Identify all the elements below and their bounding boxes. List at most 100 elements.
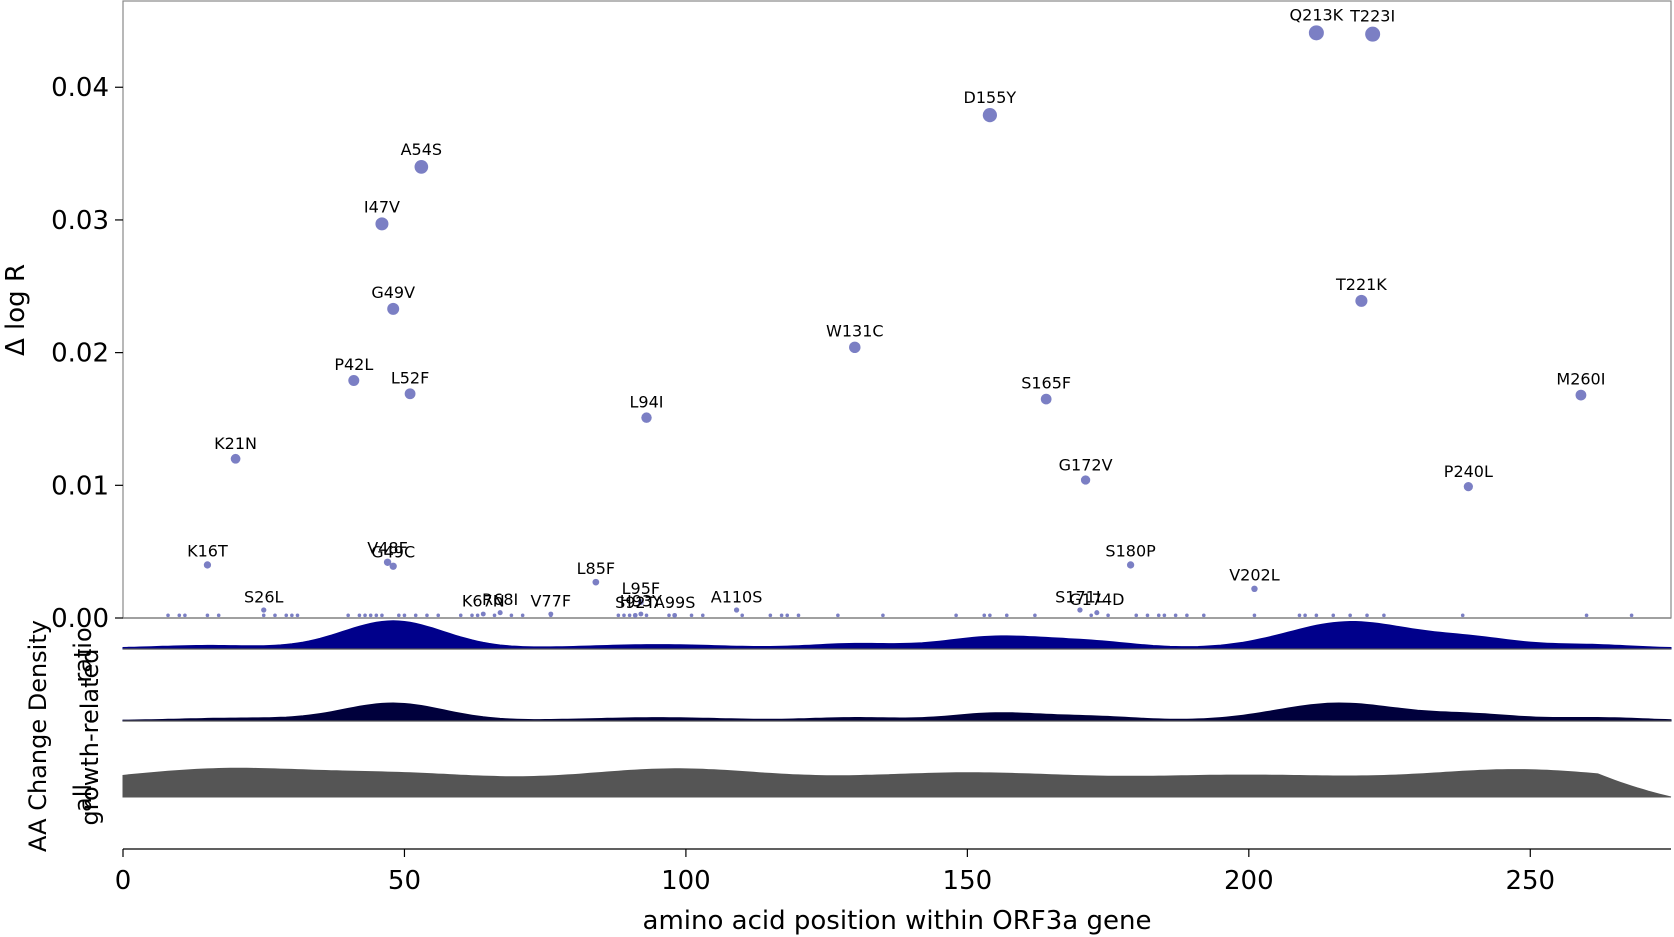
point-label: Q213K	[1290, 5, 1344, 24]
point-label: K67N	[462, 592, 505, 611]
point-label: S165F	[1021, 374, 1071, 393]
scatter-point	[1365, 26, 1381, 42]
baseline-point	[1348, 613, 1352, 618]
baseline-point	[1162, 613, 1167, 618]
scatter-point	[1308, 25, 1324, 41]
baseline-point	[183, 613, 187, 618]
scatter-point	[733, 607, 740, 613]
point-label: T221K	[1335, 275, 1387, 294]
scatter-frame	[122, 0, 1672, 619]
point-label: K21N	[214, 434, 257, 453]
scatter-point	[1251, 585, 1258, 593]
scatter-point	[638, 611, 644, 617]
baseline-point	[346, 613, 350, 618]
scatter-point	[1575, 389, 1587, 401]
baseline-point	[1297, 613, 1302, 618]
scatter-point	[375, 217, 389, 231]
point-label: G174D	[1069, 590, 1124, 609]
baseline-point	[836, 613, 840, 618]
baseline-point	[295, 613, 300, 618]
scatter-point	[414, 160, 429, 174]
scatter-point	[1126, 561, 1135, 569]
x-axis-label: amino acid position within ORF3a gene	[643, 906, 1152, 936]
baseline-point	[740, 613, 744, 618]
point-label: S180P	[1105, 541, 1156, 560]
baseline-point	[436, 613, 441, 618]
baseline-point	[374, 613, 379, 618]
baseline-point	[1365, 613, 1369, 618]
baseline-point	[616, 613, 621, 618]
baseline-point	[954, 613, 958, 618]
point-label: S171L	[1055, 587, 1105, 606]
point-label: I47V	[364, 197, 400, 216]
point-label: G49V	[371, 283, 415, 302]
point-label: T223I	[1349, 7, 1395, 26]
point-label: L85F	[577, 559, 615, 578]
baseline-point	[988, 613, 992, 618]
y-tick-label: 0.01	[51, 471, 109, 501]
baseline-point	[1460, 613, 1465, 618]
point-label: L52F	[391, 368, 429, 387]
x-tick-label: 100	[661, 866, 711, 896]
baseline-point	[1584, 613, 1589, 618]
x-tick-label: 150	[943, 866, 993, 896]
scatter-point	[348, 374, 360, 386]
baseline-point	[1314, 613, 1319, 618]
scatter-panel: 0.00 0.01 0.02 0.03 0.04 Q213K T223I D155Y A54S…	[1, 0, 1672, 634]
scatter-point	[497, 610, 503, 616]
x-tick-label: 0	[115, 866, 132, 896]
baseline-point	[177, 613, 182, 618]
baseline-point	[1004, 613, 1009, 618]
baseline-point	[1173, 613, 1178, 618]
scatter-point	[261, 607, 267, 613]
density-area-all	[122, 767, 1672, 798]
point-label: H93Y	[620, 592, 662, 611]
point-label: V202L	[1229, 566, 1279, 585]
density-panel-label-ratio: ratio	[69, 627, 97, 682]
scatter-point	[632, 612, 638, 618]
baseline-point	[622, 613, 626, 618]
baseline-point	[779, 613, 784, 618]
point-label: G49C	[371, 543, 415, 562]
scatter-point	[1355, 294, 1368, 307]
scatter-point	[849, 341, 861, 354]
baseline-point	[1145, 613, 1150, 618]
baseline-point	[402, 613, 407, 618]
scatter-point	[1040, 393, 1052, 405]
x-tick-label: 50	[388, 866, 421, 896]
density-panel-label-growth-related: growth-related	[76, 648, 104, 825]
point-label: P240L	[1444, 462, 1493, 481]
baseline-point	[458, 613, 463, 618]
baseline-point	[273, 613, 277, 618]
scatter-point	[982, 108, 997, 123]
point-label: L94I	[630, 392, 664, 411]
scatter-point	[203, 561, 212, 569]
baseline-point	[768, 613, 773, 618]
scatter-point	[1463, 482, 1473, 492]
point-labels: Q213K T223I D155Y A54S I47V T221K G49V W131C P42…	[187, 5, 1605, 612]
y-tick-label: 0.04	[51, 73, 109, 103]
baseline-point	[470, 613, 474, 618]
baseline-point	[1089, 613, 1094, 618]
point-label: A99S	[654, 593, 695, 612]
baseline-point	[509, 613, 514, 618]
y-tick-label: 0.03	[51, 206, 109, 236]
baseline-point	[368, 613, 373, 618]
scatter-point	[548, 611, 554, 617]
point-label: K16T	[187, 541, 228, 560]
point-label: V48F	[367, 539, 408, 558]
baseline-point	[492, 613, 497, 618]
scatter-point	[480, 611, 486, 617]
baseline-point	[785, 613, 790, 618]
scatter-point	[1080, 475, 1091, 485]
baseline-point	[1629, 613, 1634, 618]
scatter-point	[641, 412, 652, 423]
baseline-point	[216, 613, 221, 618]
point-label: P42L	[334, 355, 373, 374]
density-area-ratio	[122, 620, 1672, 650]
scatter-point	[404, 388, 416, 400]
x-tick-label: 250	[1505, 866, 1555, 896]
point-label: A110S	[711, 587, 763, 606]
scatter-point	[1077, 607, 1083, 613]
baseline-point	[796, 613, 801, 618]
